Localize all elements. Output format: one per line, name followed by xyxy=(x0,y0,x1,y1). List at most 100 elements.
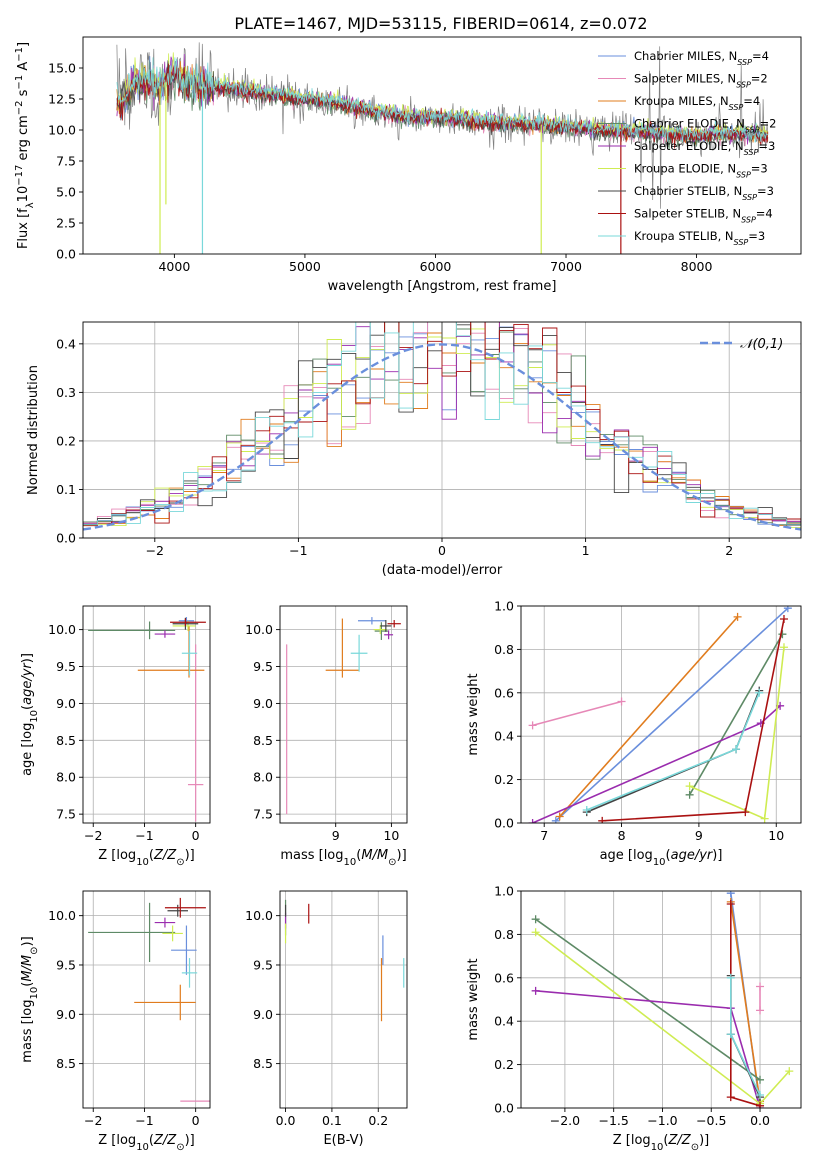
y-tick-label: 10.0 xyxy=(48,908,76,923)
y-tick-label: 0.4 xyxy=(494,729,514,744)
label-part: (data-model)/error xyxy=(382,563,503,578)
label-part: 10 xyxy=(16,186,31,203)
y-tick-label: 10.0 xyxy=(245,622,273,637)
label-part: mass weight xyxy=(466,958,481,1040)
errorbar-kroupa_stelib xyxy=(350,634,368,672)
x-tick-label: 0.1 xyxy=(322,1113,342,1128)
weight-line-chabrier_elodie xyxy=(685,630,787,799)
x-tick-label: 0.2 xyxy=(368,1113,388,1128)
weight-line xyxy=(532,700,622,727)
y-tick-label: 8.5 xyxy=(56,1056,76,1071)
legend-value: =2 xyxy=(760,117,777,131)
y-tick-label: 0.2 xyxy=(56,433,76,448)
x-tick-label: 4000 xyxy=(158,259,190,274)
y-tick-label: 0.0 xyxy=(56,531,76,546)
x-axis-label: E(B-V) xyxy=(323,1133,363,1148)
panel-weight_vs_Z: −2.0 −1.5 −1.0 −0.5 0.0 0.0 0.2 0.4 0.6 0.8 1.0 Z [… xyxy=(466,884,802,1153)
weight-line-kroupa_miles xyxy=(555,612,742,821)
label-part: M/M xyxy=(361,848,388,863)
plot-area xyxy=(528,606,792,823)
weight-marker xyxy=(726,973,735,982)
x-axis-label: (data-model)/error xyxy=(382,563,503,578)
y-axis-label: Flux [fλ10−17 erg cm−2 s−1 A−1] xyxy=(14,42,36,249)
legend-entry: Chabrier MILES, NSSP=4 xyxy=(634,49,769,67)
x-tick-label: −2 xyxy=(84,828,102,843)
weight-marker xyxy=(555,812,564,821)
legend-text: Chabrier MILES, N xyxy=(634,49,737,63)
legend-subscript: SSP xyxy=(742,193,757,202)
label-part: A xyxy=(16,62,31,75)
legend-entry: Kroupa STELIB, NSSP=3 xyxy=(634,229,765,247)
label-part: E(B-V) xyxy=(323,1133,363,1148)
legend-text: Chabrier STELIB, N xyxy=(634,184,742,198)
label-part: ( xyxy=(20,705,35,710)
y-tick-label: 10.0 xyxy=(48,622,76,637)
weight-marker xyxy=(685,790,694,799)
label-part: ( xyxy=(356,848,361,863)
label-part: −2 xyxy=(14,100,25,115)
y-tick-label: 7.5 xyxy=(253,807,273,822)
x-tick-label: 10 xyxy=(768,828,784,843)
y-tick-label: 0.2 xyxy=(494,1057,514,1072)
weight-marker xyxy=(755,688,764,697)
y-tick-label: 9.5 xyxy=(56,957,76,972)
weight-marker xyxy=(733,612,742,621)
weight-marker xyxy=(779,615,788,624)
x-tick-label: 8 xyxy=(618,828,626,843)
label-part: ⊙ xyxy=(176,1142,184,1153)
label-part: )] xyxy=(699,1133,709,1148)
weight-marker xyxy=(785,1067,794,1076)
weight-marker xyxy=(760,814,769,823)
figure-title: PLATE=1467, MJD=53115, FIBERID=0614, z=0… xyxy=(234,14,647,33)
x-tick-label: 0.0 xyxy=(276,1113,296,1128)
y-tick-label: 0.8 xyxy=(494,642,514,657)
y-axis-label: mass weight xyxy=(466,673,481,755)
errorbar-salpeter_elodie xyxy=(384,630,394,640)
x-tick-label: −0.5 xyxy=(696,1113,726,1128)
y-tick-label: 0.6 xyxy=(494,970,514,985)
errorbar-salpeter_miles xyxy=(187,644,204,822)
y-tick-label: 8.5 xyxy=(56,733,76,748)
normal-curve xyxy=(83,343,801,531)
label-part: Normed distribution xyxy=(26,365,41,495)
weight-line-salpeter_elodie xyxy=(531,986,765,1108)
x-axis-label: age [log10(age/yr)] xyxy=(600,848,723,868)
label-part: Flux [f xyxy=(16,208,31,249)
y-tick-label: 8.5 xyxy=(253,1056,273,1071)
legend-value: =4 xyxy=(743,94,760,108)
x-tick-label: −1 xyxy=(289,543,307,558)
legend-value: =4 xyxy=(752,49,769,63)
legend-entry: Chabrier ELODIE, NSSP=2 xyxy=(634,117,776,135)
plot-area xyxy=(83,322,801,531)
errorbar-kroupa_elodie xyxy=(162,925,183,942)
label-part: Z/Z xyxy=(153,1133,177,1148)
errorbar-salpeter_stelib xyxy=(170,618,206,626)
label-part: Z/Z xyxy=(668,1133,692,1148)
legend-entry: Salpeter STELIB, NSSP=4 xyxy=(634,207,773,225)
y-tick-label: 10.0 xyxy=(245,908,273,923)
x-tick-label: 0 xyxy=(192,1113,200,1128)
weight-marker xyxy=(551,816,560,823)
weight-marker xyxy=(617,697,626,706)
label-part: ( xyxy=(149,848,154,863)
errorbar-salpeter_elodie xyxy=(154,630,176,638)
weight-line-kroupa_miles xyxy=(726,897,765,1106)
x-tick-label: −2 xyxy=(146,543,164,558)
legend-text: Salpeter ELODIE, N xyxy=(634,139,744,153)
weight-marker xyxy=(756,1090,765,1099)
axes-frame xyxy=(279,605,408,824)
label-part: s xyxy=(16,89,31,100)
weight-marker xyxy=(778,630,787,639)
weight-marker xyxy=(732,745,741,754)
weight-line-kroupa_stelib xyxy=(582,688,764,814)
weight-marker xyxy=(726,900,735,909)
x-tick-label: 6000 xyxy=(420,259,452,274)
y-tick-label: 5.0 xyxy=(56,185,76,200)
y-tick-label: 0.1 xyxy=(56,482,76,497)
weight-line xyxy=(586,690,760,813)
x-tick-label: 7000 xyxy=(550,259,582,274)
label-part: )] xyxy=(20,936,35,946)
legend-text: Salpeter MILES, N xyxy=(634,72,736,86)
